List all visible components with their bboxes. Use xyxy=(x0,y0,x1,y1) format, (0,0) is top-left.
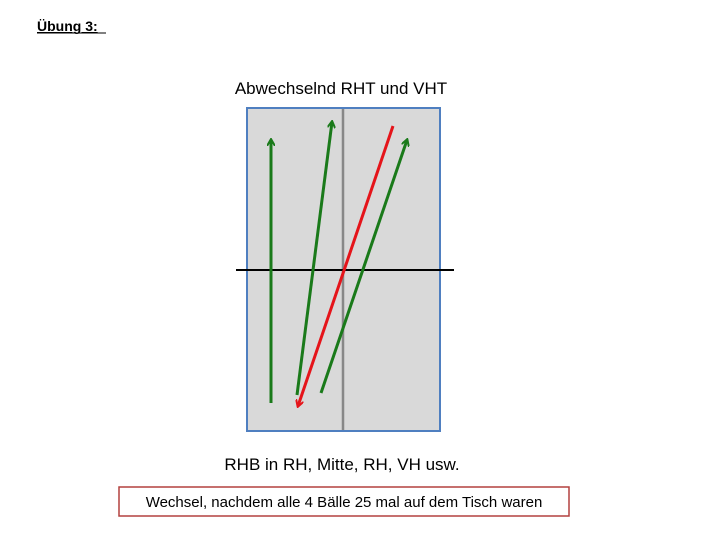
arrow xyxy=(319,140,407,394)
note-text: Wechsel, nachdem alle 4 Bälle 25 mal auf… xyxy=(146,494,543,511)
diagram-title: Abwechselnd RHT und VHT xyxy=(235,79,447,98)
arrow xyxy=(295,122,332,396)
note-box xyxy=(118,486,570,517)
diagram-caption: RHB in RH, Mitte, RH, VH usw. xyxy=(224,455,459,474)
heading: Übung 3: xyxy=(37,18,98,34)
arrow xyxy=(298,125,395,406)
